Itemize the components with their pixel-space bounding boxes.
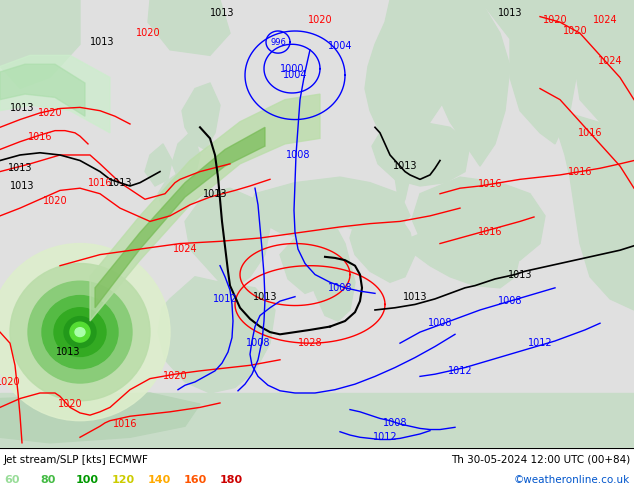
Text: 1020: 1020 bbox=[307, 15, 332, 25]
Text: 1004: 1004 bbox=[283, 70, 307, 80]
Polygon shape bbox=[480, 0, 580, 144]
Text: 1016: 1016 bbox=[578, 128, 602, 138]
Polygon shape bbox=[560, 0, 634, 133]
Polygon shape bbox=[558, 111, 634, 310]
Text: 1020: 1020 bbox=[163, 371, 187, 381]
Text: 1008: 1008 bbox=[383, 418, 407, 428]
Text: 1020: 1020 bbox=[136, 28, 160, 38]
Polygon shape bbox=[372, 122, 470, 186]
Text: 1013: 1013 bbox=[56, 347, 81, 357]
Text: 1013: 1013 bbox=[10, 181, 34, 191]
Polygon shape bbox=[148, 0, 230, 55]
Polygon shape bbox=[350, 205, 415, 282]
Text: 1013: 1013 bbox=[498, 8, 522, 18]
Text: 120: 120 bbox=[112, 475, 135, 485]
Polygon shape bbox=[298, 205, 355, 321]
Text: Th 30-05-2024 12:00 UTC (00+84): Th 30-05-2024 12:00 UTC (00+84) bbox=[451, 455, 630, 465]
Text: 1016: 1016 bbox=[478, 179, 502, 189]
Polygon shape bbox=[145, 144, 172, 186]
Polygon shape bbox=[410, 221, 520, 288]
Polygon shape bbox=[182, 83, 220, 149]
Polygon shape bbox=[365, 0, 460, 210]
Ellipse shape bbox=[42, 295, 118, 368]
Polygon shape bbox=[280, 238, 325, 294]
Polygon shape bbox=[185, 188, 270, 288]
Text: 1008: 1008 bbox=[498, 296, 522, 306]
Polygon shape bbox=[0, 55, 110, 133]
Polygon shape bbox=[0, 393, 634, 448]
Text: 1013: 1013 bbox=[392, 161, 417, 171]
Text: 1016: 1016 bbox=[87, 178, 112, 188]
Text: 1013: 1013 bbox=[8, 163, 32, 173]
Text: 1028: 1028 bbox=[298, 338, 322, 348]
Text: 1012: 1012 bbox=[448, 366, 472, 376]
Text: 1020: 1020 bbox=[563, 26, 587, 36]
Ellipse shape bbox=[0, 244, 170, 421]
Text: 1020: 1020 bbox=[58, 399, 82, 409]
Text: 1008: 1008 bbox=[428, 318, 452, 328]
Text: 1016: 1016 bbox=[568, 167, 592, 176]
Text: 1000: 1000 bbox=[280, 64, 304, 74]
Text: 1013: 1013 bbox=[403, 292, 427, 302]
Text: 1020: 1020 bbox=[0, 377, 20, 387]
Text: 60: 60 bbox=[4, 475, 20, 485]
Text: 100: 100 bbox=[76, 475, 99, 485]
Ellipse shape bbox=[54, 308, 106, 356]
Text: 996: 996 bbox=[270, 38, 286, 47]
Polygon shape bbox=[412, 177, 545, 266]
Text: 1016: 1016 bbox=[28, 132, 52, 142]
Ellipse shape bbox=[75, 328, 85, 337]
Text: 1024: 1024 bbox=[593, 15, 618, 25]
Text: 1020: 1020 bbox=[543, 15, 567, 25]
Text: 160: 160 bbox=[184, 475, 207, 485]
Text: 1013: 1013 bbox=[508, 270, 533, 280]
Text: 1013: 1013 bbox=[108, 178, 133, 188]
Ellipse shape bbox=[70, 322, 90, 342]
Text: 1016: 1016 bbox=[113, 419, 137, 429]
Text: 1013: 1013 bbox=[210, 8, 234, 18]
Polygon shape bbox=[90, 94, 320, 321]
Text: 1016: 1016 bbox=[478, 227, 502, 238]
Polygon shape bbox=[0, 393, 200, 443]
Text: 1013: 1013 bbox=[90, 37, 114, 47]
Text: 1020: 1020 bbox=[37, 108, 62, 118]
Polygon shape bbox=[0, 0, 80, 89]
Text: 1020: 1020 bbox=[42, 196, 67, 206]
Text: 1024: 1024 bbox=[598, 56, 623, 66]
Ellipse shape bbox=[64, 317, 96, 347]
Polygon shape bbox=[172, 131, 200, 183]
Text: 1008: 1008 bbox=[328, 283, 353, 293]
Text: 1008: 1008 bbox=[246, 338, 270, 348]
Text: Jet stream/SLP [kts] ECMWF: Jet stream/SLP [kts] ECMWF bbox=[4, 455, 149, 465]
Polygon shape bbox=[95, 127, 265, 308]
Text: 1013: 1013 bbox=[10, 103, 34, 114]
Ellipse shape bbox=[10, 264, 150, 401]
Polygon shape bbox=[158, 172, 185, 210]
Text: 1013: 1013 bbox=[203, 189, 227, 199]
Text: 1013: 1013 bbox=[253, 292, 277, 302]
Text: 1012: 1012 bbox=[212, 294, 237, 304]
Ellipse shape bbox=[28, 281, 132, 383]
Text: 140: 140 bbox=[148, 475, 171, 485]
Polygon shape bbox=[158, 277, 275, 393]
Polygon shape bbox=[250, 177, 410, 238]
Text: 1012: 1012 bbox=[373, 432, 398, 442]
Text: 1008: 1008 bbox=[286, 150, 310, 160]
Text: 1024: 1024 bbox=[172, 244, 197, 254]
Text: ©weatheronline.co.uk: ©weatheronline.co.uk bbox=[514, 475, 630, 485]
Text: 1012: 1012 bbox=[527, 338, 552, 348]
Text: 180: 180 bbox=[220, 475, 243, 485]
Polygon shape bbox=[415, 0, 510, 166]
Text: 80: 80 bbox=[40, 475, 55, 485]
Text: 1004: 1004 bbox=[328, 42, 353, 51]
Polygon shape bbox=[0, 64, 85, 116]
